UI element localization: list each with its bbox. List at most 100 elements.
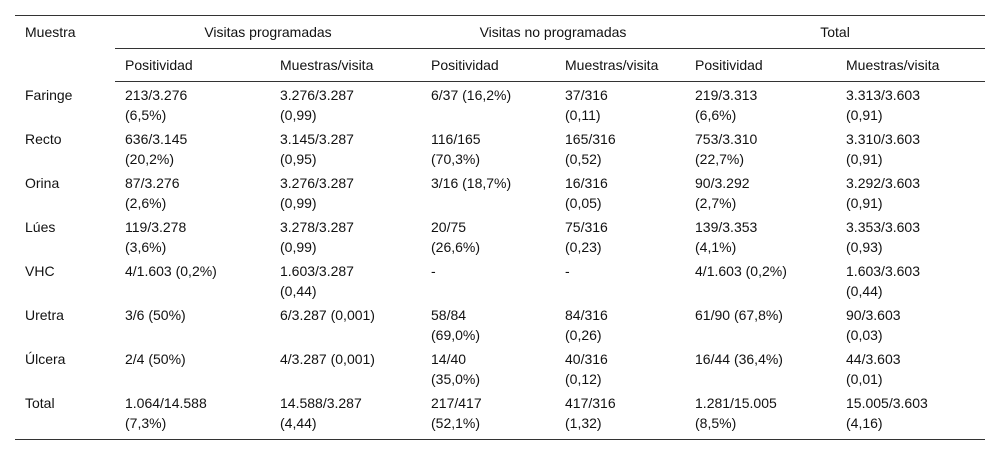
table-cell: 3.276/3.287 (0,99) [270, 82, 421, 126]
table-row: Recto 636/3.145 (20,2%) 3.145/3.287 (0,95) 11… [15, 126, 985, 170]
cell-line: (0,91) [846, 194, 883, 211]
row-label: Recto [25, 130, 62, 147]
table-row: Uretra 3/6 (50%) 6/3.287 (0,001) 58/84 (69,0… [15, 302, 985, 346]
cell-line: 40/316 [565, 350, 608, 367]
table-cell: 20/75 (26,6%) [421, 214, 555, 258]
cell-line: (0,91) [846, 107, 883, 123]
cell-line: 213/3.276 [125, 87, 188, 103]
table-cell: 3/16 (18,7%) [421, 170, 555, 214]
table-cell: - [421, 258, 555, 302]
table-cell: 44/3.603 (0,01) [836, 346, 985, 390]
subheader-row: Positividad Muestras/visita Positividad Mue… [15, 48, 986, 82]
table-cell: 6/3.287 (0,001) [270, 302, 421, 346]
cell-line: (20,2%) [125, 150, 175, 167]
cell-line: 165/316 [565, 130, 616, 147]
table-cell: 3.145/3.287 (0,95) [270, 126, 421, 170]
table-cell: 217/417 (52,1%) [421, 390, 555, 440]
table-cell: 37/316 (0,11) [555, 82, 685, 126]
table-cell: 75/316 (0,23) [555, 214, 685, 258]
table-cell: 636/3.145 (20,2%) [115, 126, 270, 170]
table-cell: 1.281/15.005 (8,5%) [685, 390, 836, 440]
table-cell: 14.588/3.287 (4,44) [270, 390, 421, 440]
table-cell: 87/3.276 (2,6%) [115, 170, 270, 214]
cell-line: 84/316 [565, 306, 608, 323]
cell-line: 217/417 [431, 394, 482, 411]
cell-line: (0,93) [846, 238, 883, 255]
cell-line: (0,12) [565, 370, 602, 387]
cell-line: 1.281/15.005 [695, 394, 777, 411]
cell-line: 6/3.287 (0,001) [280, 306, 375, 323]
row-label: Orina [25, 174, 60, 191]
cell-line: 219/3.313 [695, 87, 758, 103]
table-cell: 116/165 (70,3%) [421, 126, 555, 170]
table-cell: 2/4 (50%) [115, 346, 270, 390]
cell-line: (7,3%) [125, 414, 167, 431]
table-cell: 90/3.603 (0,03) [836, 302, 985, 346]
cell-line: 3.276/3.287 [280, 174, 354, 191]
cell-line: - [431, 262, 436, 279]
cell-line: (0,23) [565, 238, 602, 255]
table-cell: 40/316 (0,12) [555, 346, 685, 390]
table-cell: 139/3.353 (4,1%) [685, 214, 836, 258]
subheader: Positividad [421, 48, 555, 82]
table-cell: 6/37 (16,2%) [421, 82, 555, 126]
table-cell: 3.292/3.603 (0,91) [836, 170, 985, 214]
table-row: Orina 87/3.276 (2,6%) 3.276/3.287 (0,99) 3/16… [15, 170, 985, 214]
cell-line: (69,0%) [431, 326, 481, 343]
cell-line: 15.005/3.603 [846, 394, 928, 411]
table-cell: 16/316 (0,05) [555, 170, 685, 214]
cell-line: 3.145/3.287 [280, 130, 354, 147]
cell-line: 3.276/3.287 [280, 87, 354, 103]
table-cell: 16/44 (36,4%) [685, 346, 836, 390]
cell-line: 37/316 [565, 87, 608, 103]
cell-line: 90/3.292 [695, 174, 750, 191]
table-cell: 58/84 (69,0%) [421, 302, 555, 346]
cell-line: (22,7%) [695, 150, 745, 167]
cell-line: 2/4 (50%) [125, 350, 186, 367]
table-cell: 1.603/3.287 (0,44) [270, 258, 421, 302]
table-cell: 15.005/3.603 (4,16) [836, 390, 985, 440]
subheader: Muestras/visita [836, 48, 986, 82]
cell-line: (35,0%) [431, 370, 481, 387]
table-cell: 4/1.603 (0,2%) [115, 258, 270, 302]
cell-line: (0,44) [280, 282, 317, 299]
table-cell: 4/1.603 (0,2%) [685, 258, 836, 302]
cell-line: 14/40 [431, 350, 467, 367]
cell-line: (6,6%) [695, 107, 737, 123]
table-cell: 219/3.313 (6,6%) [685, 82, 836, 126]
cell-line: 16/316 [565, 174, 608, 191]
cell-line: 6/37 (16,2%) [431, 87, 512, 103]
cell-line: (2,7%) [695, 194, 737, 211]
cell-line: 1.603/3.603 [846, 262, 920, 279]
cell-line: 20/75 [431, 218, 467, 235]
table-body: Faringe 213/3.276 (6,5%) 3.276/3.287 (0,99) 6… [15, 82, 985, 440]
table-cell: 1.603/3.603 (0,44) [836, 258, 985, 302]
cell-line: 4/1.603 (0,2%) [695, 262, 787, 279]
row-label: Úlcera [25, 350, 66, 367]
cell-line: 4/1.603 (0,2%) [125, 262, 217, 279]
table-cell: - [555, 258, 685, 302]
cell-line: (26,6%) [431, 238, 481, 255]
cell-line: (0,52) [565, 150, 602, 167]
subheader: Muestras/visita [555, 48, 686, 82]
table-cell: 84/316 (0,26) [555, 302, 685, 346]
cell-line: 3.310/3.603 [846, 130, 920, 147]
table-row: Total 1.064/14.588 (7,3%) 14.588/3.287 (4,44… [15, 390, 985, 440]
table-cell: 3.310/3.603 (0,91) [836, 126, 985, 170]
cell-line: 1.064/14.588 [125, 394, 207, 411]
cell-line: (2,6%) [125, 194, 167, 211]
cell-line: (4,16) [846, 414, 883, 431]
table-cell: 119/3.278 (3,6%) [115, 214, 270, 258]
cell-line: (0,99) [280, 194, 317, 211]
group-header: Visitas programadas [115, 15, 421, 49]
header-cell: Muestra [25, 24, 76, 40]
table-row: Úlcera 2/4 (50%) 4/3.287 (0,001) 14/40 (35,0… [15, 346, 985, 390]
cell-line: 61/90 (67,8%) [695, 306, 783, 323]
cell-line: (52,1%) [431, 414, 481, 431]
cell-line: (6,5%) [125, 107, 167, 123]
cell-line: (0,99) [280, 238, 317, 255]
cell-line: 14.588/3.287 [280, 394, 362, 411]
cell-line: 4/3.287 (0,001) [280, 350, 375, 367]
cell-line: (1,32) [565, 414, 602, 431]
cell-line: 75/316 [565, 218, 608, 235]
